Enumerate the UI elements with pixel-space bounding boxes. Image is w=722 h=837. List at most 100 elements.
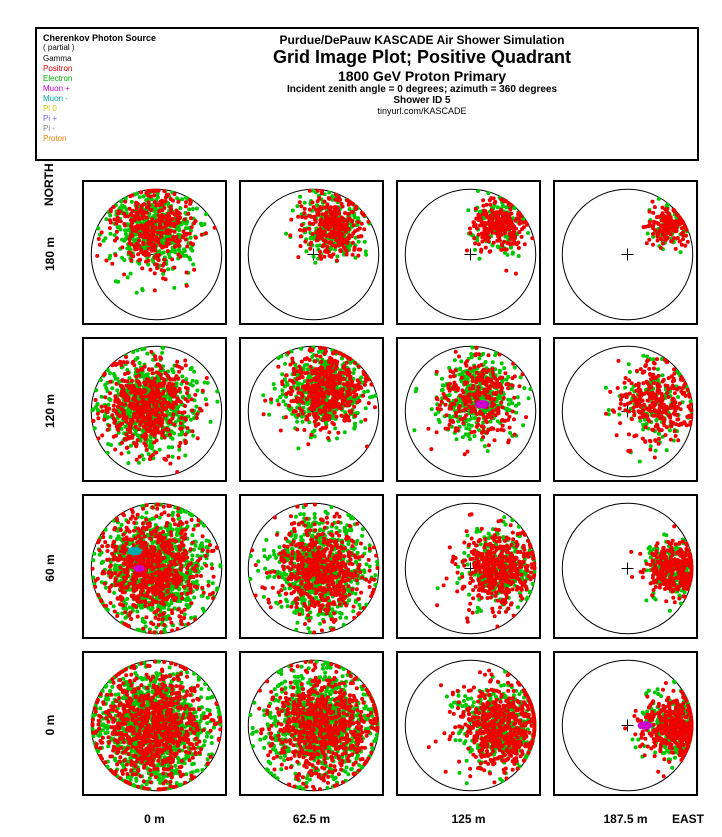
scatter-point — [297, 381, 301, 385]
scatter-point — [651, 243, 655, 247]
scatter-point — [486, 380, 490, 384]
scatter-point — [355, 383, 359, 387]
scatter-point — [305, 363, 309, 367]
legend: Cherenkov Photon Source ( partial ) Gamm… — [43, 33, 156, 144]
scatter-point — [324, 425, 328, 429]
scatter-point — [505, 407, 509, 411]
scatter-point — [470, 346, 474, 350]
scatter-point — [354, 207, 358, 211]
scatter-point — [178, 427, 182, 431]
scatter-point — [453, 358, 457, 362]
scatter-point — [487, 394, 491, 398]
scatter-point — [324, 417, 328, 421]
scatter-point — [166, 219, 170, 223]
scatter-point — [500, 376, 504, 380]
scatter-point — [347, 403, 351, 407]
scatter-point — [508, 431, 512, 435]
scatter-point — [498, 353, 502, 357]
scatter-point — [434, 412, 438, 416]
scatter-point — [333, 410, 337, 414]
scatter-point — [149, 208, 153, 212]
scatter-point — [489, 214, 493, 218]
scatter-point — [414, 387, 418, 391]
scatter-point — [661, 242, 665, 246]
scatter-point — [120, 245, 124, 249]
scatter-point — [155, 384, 159, 388]
scatter-point — [506, 440, 510, 444]
scatter-point — [108, 380, 112, 384]
scatter-point — [310, 396, 314, 400]
scatter-point — [315, 244, 319, 248]
scatter-point — [458, 404, 462, 408]
scatter-point — [311, 412, 315, 416]
scatter-point — [184, 254, 188, 258]
scatter-point — [526, 231, 530, 235]
scatter-point — [486, 191, 490, 195]
scatter-point — [126, 409, 130, 413]
scatter-point — [139, 410, 143, 414]
scatter-point — [359, 376, 363, 380]
scatter-point — [502, 428, 506, 432]
scatter-point — [180, 366, 184, 370]
scatter-point — [292, 381, 296, 385]
scatter-point — [156, 389, 160, 393]
scatter-point — [327, 373, 331, 377]
scatter-point — [446, 383, 450, 387]
scatter-point — [488, 198, 492, 202]
scatter-point — [435, 370, 439, 374]
scatter-point — [327, 383, 331, 387]
scatter-point — [133, 214, 137, 218]
scatter-point — [454, 414, 458, 418]
scatter-point — [291, 209, 295, 213]
scatter-point — [173, 377, 177, 381]
scatter-point — [334, 238, 338, 242]
scatter-point — [456, 386, 460, 390]
scatter-point — [321, 392, 325, 396]
legend-title: Cherenkov Photon Source — [43, 33, 156, 43]
scatter-point — [440, 400, 444, 404]
scatter-point — [490, 208, 494, 212]
scatter-point — [145, 448, 149, 452]
scatter-point — [318, 223, 322, 227]
scatter-point — [150, 225, 154, 229]
scatter-point — [337, 211, 341, 215]
scatter-point — [302, 211, 306, 215]
scatter-point — [195, 416, 199, 420]
scatter-point — [195, 381, 199, 385]
scatter-point — [487, 443, 491, 447]
scatter-point — [352, 371, 356, 375]
scatter-point — [104, 405, 108, 409]
scatter-point — [435, 430, 439, 434]
scatter-point — [303, 201, 307, 205]
scatter-point — [186, 387, 190, 391]
scatter-point — [153, 288, 157, 292]
scatter-point — [488, 249, 492, 253]
scatter-point — [100, 230, 104, 234]
scatter-point — [518, 219, 522, 223]
scatter-point — [470, 430, 474, 434]
scatter-point — [191, 434, 195, 438]
scatter-point — [298, 200, 302, 204]
scatter-point — [138, 232, 142, 236]
scatter-point — [109, 209, 113, 213]
scatter-point — [484, 246, 488, 250]
scatter-point — [308, 390, 312, 394]
scatter-point — [452, 381, 456, 385]
scatter-point — [162, 189, 166, 193]
grid-cell — [82, 180, 227, 325]
scatter-point — [477, 417, 481, 421]
scatter-point — [161, 428, 165, 432]
scatter-point — [316, 189, 320, 193]
scatter-point — [496, 219, 500, 223]
scatter-point — [201, 389, 205, 393]
scatter-point — [363, 418, 367, 422]
scatter-point — [487, 239, 491, 243]
scatter-point — [341, 241, 345, 245]
scatter-point — [191, 379, 195, 383]
scatter-point — [492, 391, 496, 395]
scatter-point — [94, 405, 98, 409]
scatter-point — [299, 347, 303, 351]
scatter-point — [461, 421, 465, 425]
scatter-point — [118, 210, 122, 214]
scatter-point — [198, 407, 202, 411]
